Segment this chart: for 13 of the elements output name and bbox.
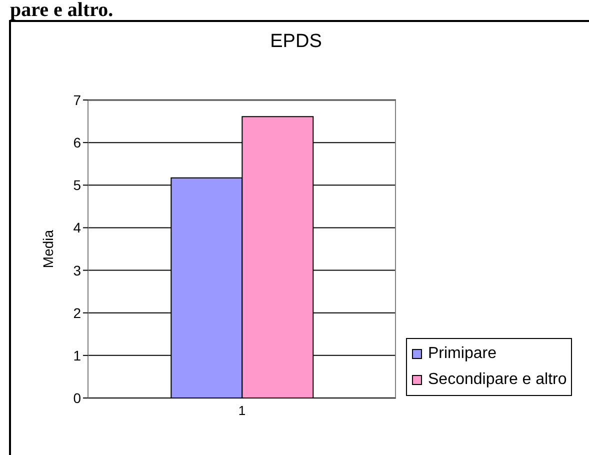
y-tick-label: 0	[73, 390, 82, 406]
y-tick-label: 3	[73, 262, 82, 278]
y-tick-label: 4	[73, 220, 82, 236]
legend-label: Secondipare e altro	[428, 371, 567, 389]
legend-label: Primipare	[428, 345, 496, 363]
text: pare e altro.	[10, 0, 114, 21]
y-tick-label: 6	[73, 134, 82, 151]
chart-title: EPDS	[269, 31, 323, 53]
y-axis-title: Media	[40, 230, 56, 268]
y-tick-label: 5	[73, 177, 82, 194]
y-tick-label: 2	[73, 304, 82, 321]
y-tick-label: 7	[73, 92, 82, 108]
y-tick-label: 1	[73, 347, 82, 364]
